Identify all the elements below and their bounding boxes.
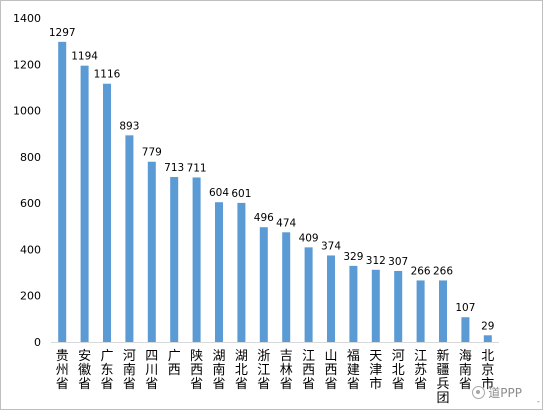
category-label-11: 吉林省: [280, 349, 293, 392]
category-label-13: 山西省: [324, 349, 337, 392]
bar-6: [170, 176, 179, 342]
wechat-logo-icon: [472, 386, 486, 399]
data-label-11: 474: [276, 217, 296, 229]
bar-17: [416, 280, 425, 342]
y-tick-label-200: 200: [20, 290, 41, 303]
bar-19: [461, 317, 470, 342]
data-label-10: 496: [254, 212, 274, 224]
category-label-17: 江苏省: [414, 349, 427, 392]
category-label-8: 湖南省: [212, 349, 225, 392]
data-label-18: 266: [433, 265, 453, 277]
data-label-12: 409: [299, 232, 319, 244]
bar-15: [371, 269, 380, 342]
y-tick-label-800: 800: [20, 151, 41, 164]
data-label-3: 1116: [94, 69, 121, 81]
bar-13: [327, 255, 335, 342]
category-label-6: 广西: [168, 349, 181, 378]
watermark-text: 道PPP: [488, 386, 522, 400]
data-label-7: 711: [187, 162, 207, 174]
y-tick-label-1200: 1200: [13, 58, 41, 71]
category-label-12: 江西省: [302, 349, 315, 392]
category-label-20: 北京市: [481, 349, 494, 392]
bar-9: [237, 202, 246, 342]
category-label-14: 福建省: [347, 349, 360, 392]
data-label-17: 266: [411, 265, 431, 277]
data-label-8: 604: [209, 187, 229, 199]
bar-11: [282, 232, 291, 342]
data-label-2: 1194: [71, 51, 98, 63]
category-label-18: 新疆兵团: [436, 348, 449, 406]
data-label-15: 312: [366, 255, 386, 267]
y-tick-label-1000: 1000: [13, 105, 41, 118]
bar-10: [259, 227, 268, 342]
category-label-19: 海南省: [459, 349, 472, 392]
bar-20: [483, 335, 492, 342]
data-label-9: 601: [231, 188, 251, 200]
watermark: 道PPP: [472, 384, 522, 401]
category-label-2: 安徽省: [78, 349, 91, 392]
data-label-16: 307: [388, 256, 408, 268]
bar-12: [304, 247, 313, 342]
y-tick-label-600: 600: [20, 197, 41, 210]
category-label-16: 河北省: [392, 349, 405, 392]
category-label-7: 陕西省: [190, 349, 203, 392]
data-label-4: 893: [119, 120, 139, 132]
y-tick-label-0: 0: [34, 336, 41, 349]
category-label-9: 湖北省: [235, 349, 248, 392]
data-label-13: 374: [321, 240, 341, 252]
edge-mark: -: [536, 397, 540, 407]
bar-7: [192, 177, 201, 342]
data-label-19: 107: [455, 302, 475, 314]
category-label-15: 天津市: [369, 349, 382, 392]
data-label-1: 1297: [49, 27, 76, 39]
data-label-6: 713: [164, 162, 184, 174]
category-label-4: 河南省: [123, 349, 136, 392]
bar-2: [80, 65, 89, 342]
bar-18: [439, 280, 447, 342]
category-label-5: 四川省: [145, 349, 158, 392]
bar-3: [103, 83, 111, 343]
data-label-14: 329: [343, 251, 363, 263]
bar-16: [394, 270, 403, 342]
data-label-5: 779: [142, 147, 162, 159]
y-tick-label-400: 400: [20, 243, 41, 256]
category-label-3: 广东省: [100, 349, 113, 392]
category-label-1: 贵州省: [56, 349, 69, 392]
bar-4: [125, 135, 134, 342]
category-label-10: 浙江省: [257, 349, 270, 392]
bar-5: [147, 161, 156, 342]
y-tick-label-1400: 1400: [13, 12, 41, 25]
bar-14: [349, 265, 358, 342]
bar-8: [215, 202, 223, 342]
bar-1: [58, 41, 67, 342]
data-label-20: 29: [481, 320, 494, 332]
